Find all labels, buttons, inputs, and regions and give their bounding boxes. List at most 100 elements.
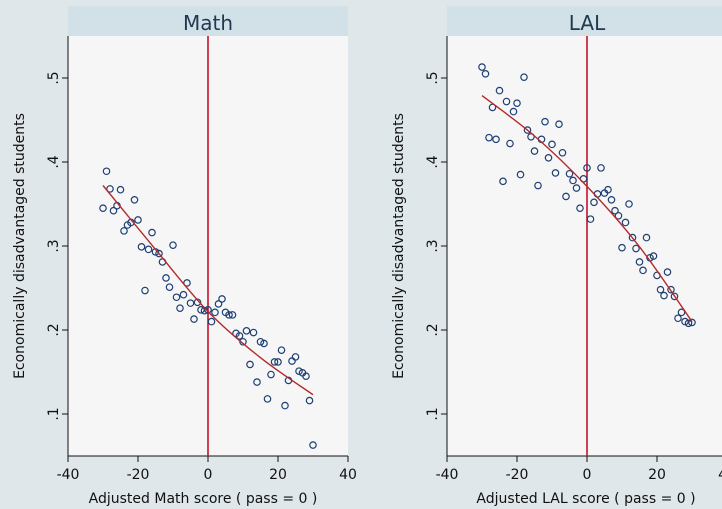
lal-data-point	[506, 139, 514, 148]
math-data-point	[218, 295, 226, 303]
lal-data-point	[502, 97, 511, 106]
lal-panel: LAL Economically disadvantaged students …	[391, 6, 722, 507]
math-fit-line	[102, 185, 314, 396]
lal-data-point	[576, 204, 584, 213]
math-data-point	[267, 370, 275, 379]
math-y-tick-label: .1	[46, 407, 62, 420]
lal-data-point	[688, 318, 696, 327]
math-data-point	[242, 327, 251, 335]
lal-x-axis-label: Adjusted LAL score ( pass = 0 )	[476, 491, 695, 507]
lal-data-point	[499, 177, 507, 186]
lal-data-point	[530, 147, 539, 155]
lal-data-point	[681, 317, 689, 326]
math-data-point	[155, 249, 163, 258]
lal-data-point	[597, 164, 605, 172]
math-data-point	[162, 274, 170, 282]
math-data-point	[260, 339, 268, 348]
lal-data-point	[684, 319, 693, 328]
lal-data-point	[523, 126, 532, 134]
math-y-tick-label: .5	[46, 71, 62, 84]
lal-data-point	[674, 314, 682, 323]
lal-data-point	[485, 133, 493, 142]
lal-data-point	[541, 117, 549, 126]
lal-data-point	[481, 70, 490, 78]
math-data-point	[190, 315, 198, 323]
math-data-point	[169, 241, 177, 249]
lal-data-point	[558, 148, 567, 157]
lal-data-point	[667, 285, 675, 294]
math-panel: Math Economically disadvantaged students…	[12, 6, 357, 507]
math-x-tick-label: -20	[127, 467, 150, 483]
math-data-point	[120, 227, 128, 235]
lal-data-point	[632, 244, 640, 253]
lal-fit-line	[481, 95, 693, 322]
math-data-point	[102, 167, 111, 176]
lal-data-point	[660, 291, 668, 300]
lal-data-point	[670, 292, 679, 301]
math-x-tick-label: 0	[204, 467, 213, 483]
lal-title-band	[447, 6, 722, 36]
lal-data-point	[516, 170, 525, 179]
lal-data-point	[562, 192, 570, 201]
math-data-point	[179, 290, 188, 299]
math-data-point	[148, 228, 156, 237]
lal-data-point	[478, 63, 486, 71]
math-y-tick-label: .4	[46, 155, 62, 168]
math-data-point	[165, 283, 174, 291]
lal-data-point	[544, 154, 553, 162]
lal-data-point	[548, 140, 556, 149]
lal-x-tick-label: -40	[436, 467, 459, 483]
math-data-point	[253, 378, 261, 386]
lal-y-tick-label: .5	[425, 71, 441, 84]
lal-data-point	[607, 196, 616, 204]
math-data-point	[141, 286, 149, 295]
lal-y-tick-label: .2	[425, 323, 441, 336]
lal-y-axis-label: Economically disadvantaged students	[391, 113, 407, 379]
math-data-point	[109, 206, 118, 215]
lal-data-point	[614, 211, 623, 220]
math-data-point	[176, 304, 184, 312]
math-data-point	[99, 204, 107, 213]
math-data-point	[197, 306, 205, 314]
math-y-axis-label: Economically disadvantaged students	[12, 113, 28, 379]
math-data-point	[309, 441, 317, 449]
lal-x-tick-label: 0	[583, 467, 592, 483]
math-data-point	[172, 293, 181, 302]
lal-data-point	[586, 215, 595, 223]
lal-data-point	[583, 164, 591, 172]
lal-y-tick-label: .3	[425, 239, 441, 252]
math-data-point	[270, 358, 279, 366]
math-data-point	[274, 358, 282, 366]
lal-data-point	[495, 86, 504, 95]
lal-data-point	[520, 73, 528, 81]
lal-data-point	[621, 218, 630, 227]
math-data-point	[291, 353, 300, 361]
math-data-point	[256, 337, 265, 346]
math-x-axis-label: Adjusted Math score ( pass = 0 )	[89, 491, 318, 507]
lal-x-tick-label: -20	[506, 467, 529, 483]
math-data-point	[302, 372, 310, 381]
lal-y-tick-label: .4	[425, 155, 441, 168]
lal-data-point	[628, 233, 637, 242]
lal-x-tick-label: 20	[648, 467, 666, 483]
math-data-point	[249, 328, 258, 337]
lal-data-point	[642, 233, 651, 242]
lal-data-point	[509, 107, 518, 116]
math-data-point	[263, 395, 272, 403]
lal-data-point	[618, 243, 626, 252]
math-title: Math	[183, 11, 233, 35]
math-data-point	[211, 308, 219, 317]
lal-data-point	[572, 184, 581, 192]
lal-plot-area	[447, 36, 722, 456]
math-data-point	[225, 311, 233, 319]
lal-data-point	[551, 169, 560, 177]
lal-data-point	[611, 206, 619, 215]
lal-data-point	[604, 185, 612, 194]
lal-data-point	[565, 169, 574, 178]
math-data-point	[134, 216, 142, 224]
math-data-point	[186, 299, 195, 307]
math-data-point	[207, 317, 216, 326]
math-data-point	[204, 306, 212, 314]
math-data-point	[214, 300, 223, 308]
